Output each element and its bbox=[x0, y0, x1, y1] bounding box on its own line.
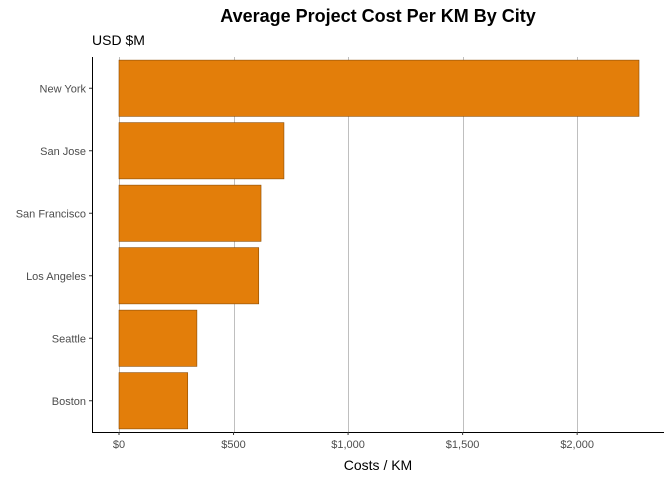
x-tick-label: $2,000 bbox=[560, 439, 594, 451]
bar-seattle bbox=[118, 309, 198, 367]
bar-los-angeles bbox=[118, 247, 260, 305]
bar-boston bbox=[118, 372, 189, 430]
unit-label: USD $M bbox=[92, 32, 145, 48]
x-tick-label: $500 bbox=[221, 439, 245, 451]
chart-title: Average Project Cost Per KM By City bbox=[220, 6, 535, 26]
y-tick-label: Los Angeles bbox=[26, 271, 86, 283]
x-tick-label: $1,500 bbox=[446, 439, 480, 451]
bar-san-jose bbox=[118, 122, 285, 180]
x-axis-ticks: $0 $500 $1,000 $1,500 $2,000 bbox=[113, 432, 594, 451]
y-axis-ticks: New York San Jose San Francisco Los Angeles… bbox=[16, 83, 92, 408]
bars bbox=[118, 59, 640, 430]
y-tick-label: New York bbox=[40, 83, 87, 95]
y-tick-label: San Francisco bbox=[16, 208, 86, 220]
y-tick-label: San Jose bbox=[40, 146, 86, 158]
y-tick-label: Boston bbox=[52, 396, 86, 408]
x-tick-label: $0 bbox=[113, 439, 125, 451]
x-axis-title: Costs / KM bbox=[344, 457, 412, 473]
y-tick-label: Seattle bbox=[52, 333, 86, 345]
gridlines bbox=[119, 57, 578, 432]
bar-san-francisco bbox=[118, 184, 262, 242]
bar-new-york bbox=[118, 59, 640, 117]
x-tick-label: $1,000 bbox=[331, 439, 365, 451]
